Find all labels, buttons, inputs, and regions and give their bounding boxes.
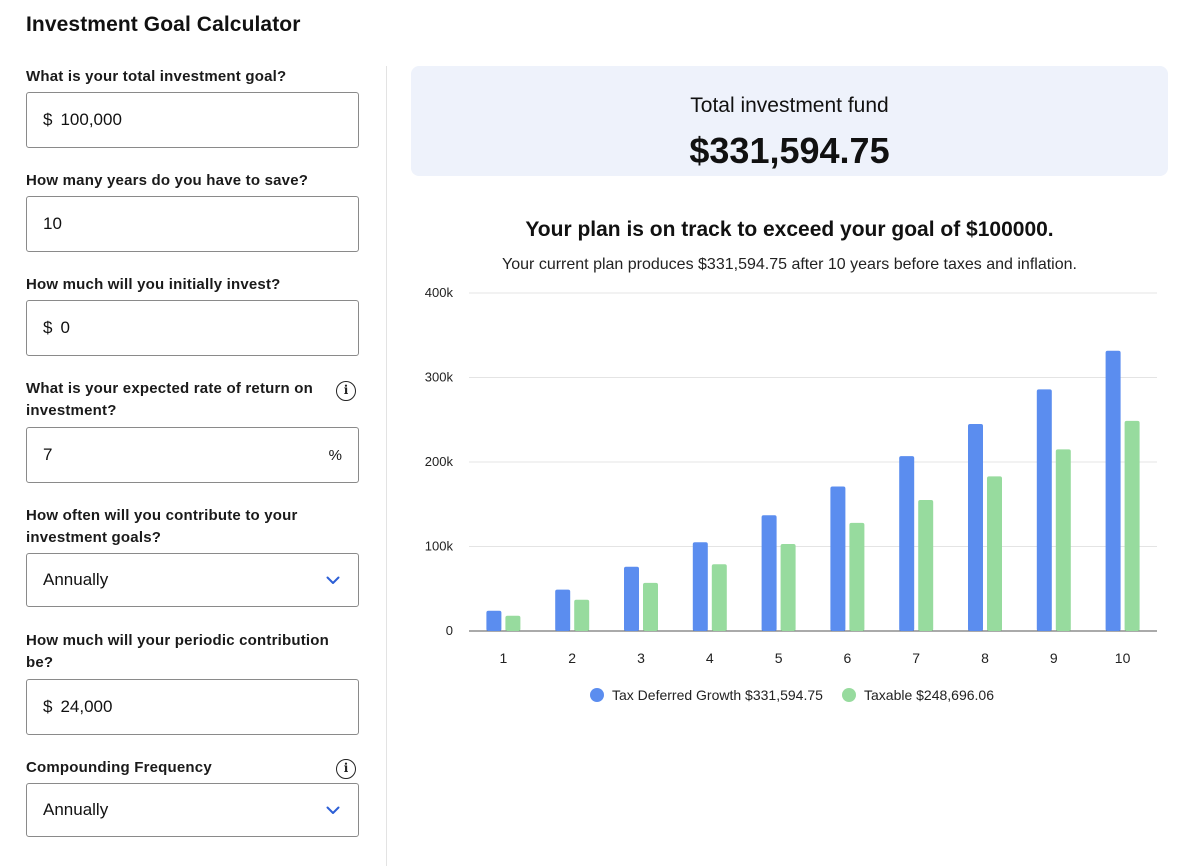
summary-value: $331,594.75 (689, 130, 890, 171)
rate-label-line2: investment? (26, 402, 117, 419)
chevron-down-icon (326, 806, 340, 814)
bar-taxable (711, 564, 727, 631)
goal-label: What is your total investment goal? (26, 68, 287, 85)
column-divider (386, 66, 387, 866)
bar-taxable (1055, 449, 1071, 631)
rate-label: What is your expected rate of return on … (26, 378, 313, 422)
contribution-label: How much will your periodic contribution… (26, 630, 329, 674)
x-tick-label: 2 (568, 650, 576, 666)
contribution-label-line1: How much will your periodic contribution (26, 632, 330, 649)
contribution-input[interactable]: $ 24,000 (26, 679, 359, 735)
initial-value: 0 (60, 318, 70, 337)
bar-taxable (918, 500, 934, 631)
x-tick-label: 7 (912, 650, 920, 666)
rate-input[interactable]: 7 % (26, 427, 359, 483)
page-title: Investment Goal Calculator (26, 13, 301, 36)
bar-taxable (987, 476, 1002, 631)
frequency-label: How often will you contribute to your in… (26, 505, 298, 549)
bar-taxable (780, 543, 796, 631)
frequency-label-line2: investment goals? (26, 529, 162, 546)
bar-tax-deferred (486, 610, 502, 631)
bar-taxable (505, 615, 521, 631)
currency-prefix: $ (43, 697, 53, 716)
bar-tax-deferred (830, 486, 846, 631)
chevron-down-icon (326, 576, 340, 584)
x-tick-label: 4 (706, 650, 714, 666)
x-tick-label: 10 (1115, 650, 1131, 666)
currency-prefix: $ (43, 318, 53, 337)
bar-tax-deferred (692, 542, 708, 631)
y-tick-label: 200k (425, 454, 454, 469)
bar-tax-deferred (1105, 350, 1121, 631)
bar-tax-deferred (899, 456, 915, 631)
legend-label-taxable: Taxable $248,696.06 (864, 687, 994, 703)
y-tick-label: 100k (425, 539, 454, 554)
years-input[interactable]: 10 (26, 196, 359, 252)
status-subtext: Your current plan produces $331,594.75 a… (502, 256, 1077, 273)
initial-label: How much will you initially invest? (26, 276, 281, 293)
bar-tax-deferred (555, 589, 571, 631)
contribution-value: 24,000 (60, 697, 113, 716)
x-tick-label: 9 (1050, 650, 1058, 666)
x-tick-label: 1 (500, 650, 508, 666)
y-tick-label: 400k (425, 285, 454, 300)
goal-input[interactable]: $ 100,000 (26, 92, 359, 148)
status-headline: Your plan is on track to exceed your goa… (525, 218, 1054, 241)
y-tick-label: 0 (446, 623, 453, 638)
rate-label-line1: What is your expected rate of return on (26, 380, 314, 397)
legend-swatch-taxable (842, 688, 856, 702)
bar-tax-deferred (624, 566, 639, 631)
compounding-info-icon[interactable]: i (336, 759, 356, 779)
summary-card: Total investment fund $331,594.75 (411, 66, 1168, 176)
currency-prefix: $ (43, 110, 53, 129)
compounding-value: Annually (43, 800, 109, 819)
y-tick-label: 300k (425, 370, 454, 385)
growth-bar-chart: 0 100k 200k 300k 400k 1 2 3 4 5 6 7 8 9 10 Tax Deferred… (425, 285, 1157, 703)
compounding-select[interactable]: Annually (26, 783, 359, 837)
x-tick-label: 8 (981, 650, 989, 666)
compounding-label: Compounding Frequency (26, 759, 212, 776)
x-tick-label: 6 (844, 650, 852, 666)
summary-label: Total investment fund (690, 94, 889, 117)
percent-suffix: % (328, 446, 342, 464)
contribution-label-line2: be? (26, 654, 54, 671)
legend-label-tax-deferred: Tax Deferred Growth $331,594.75 (612, 687, 823, 703)
years-label: How many years do you have to save? (26, 172, 309, 189)
years-value: 10 (43, 214, 62, 233)
x-tick-label: 3 (637, 650, 645, 666)
goal-value: 100,000 (60, 110, 122, 129)
frequency-value: Annually (43, 570, 109, 589)
bar-taxable (643, 582, 658, 631)
x-tick-label: 5 (775, 650, 783, 666)
bar-tax-deferred (968, 423, 983, 631)
bar-tax-deferred (761, 515, 777, 631)
bar-taxable (849, 522, 865, 631)
rate-value: 7 (43, 445, 53, 464)
initial-investment-input[interactable]: $ 0 (26, 300, 359, 356)
frequency-select[interactable]: Annually (26, 553, 359, 607)
bar-taxable (574, 599, 590, 631)
bar-tax-deferred (1036, 389, 1052, 631)
rate-info-icon[interactable]: i (336, 381, 356, 401)
bar-taxable (1124, 420, 1140, 631)
legend-swatch-tax-deferred (590, 688, 604, 702)
frequency-label-line1: How often will you contribute to your (26, 507, 298, 524)
